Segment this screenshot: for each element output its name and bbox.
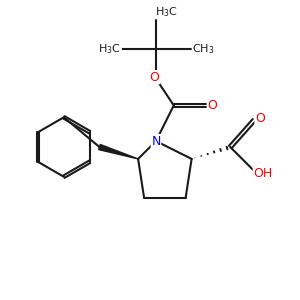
Text: OH: OH [253, 167, 273, 180]
Text: CH$_3$: CH$_3$ [192, 42, 215, 56]
Polygon shape [99, 145, 138, 159]
Text: O: O [149, 71, 159, 84]
Text: N: N [151, 135, 160, 148]
Text: O: O [208, 99, 218, 112]
Text: H$_3$C: H$_3$C [155, 5, 178, 19]
Text: O: O [255, 112, 265, 125]
Text: H$_3$C: H$_3$C [98, 42, 121, 56]
